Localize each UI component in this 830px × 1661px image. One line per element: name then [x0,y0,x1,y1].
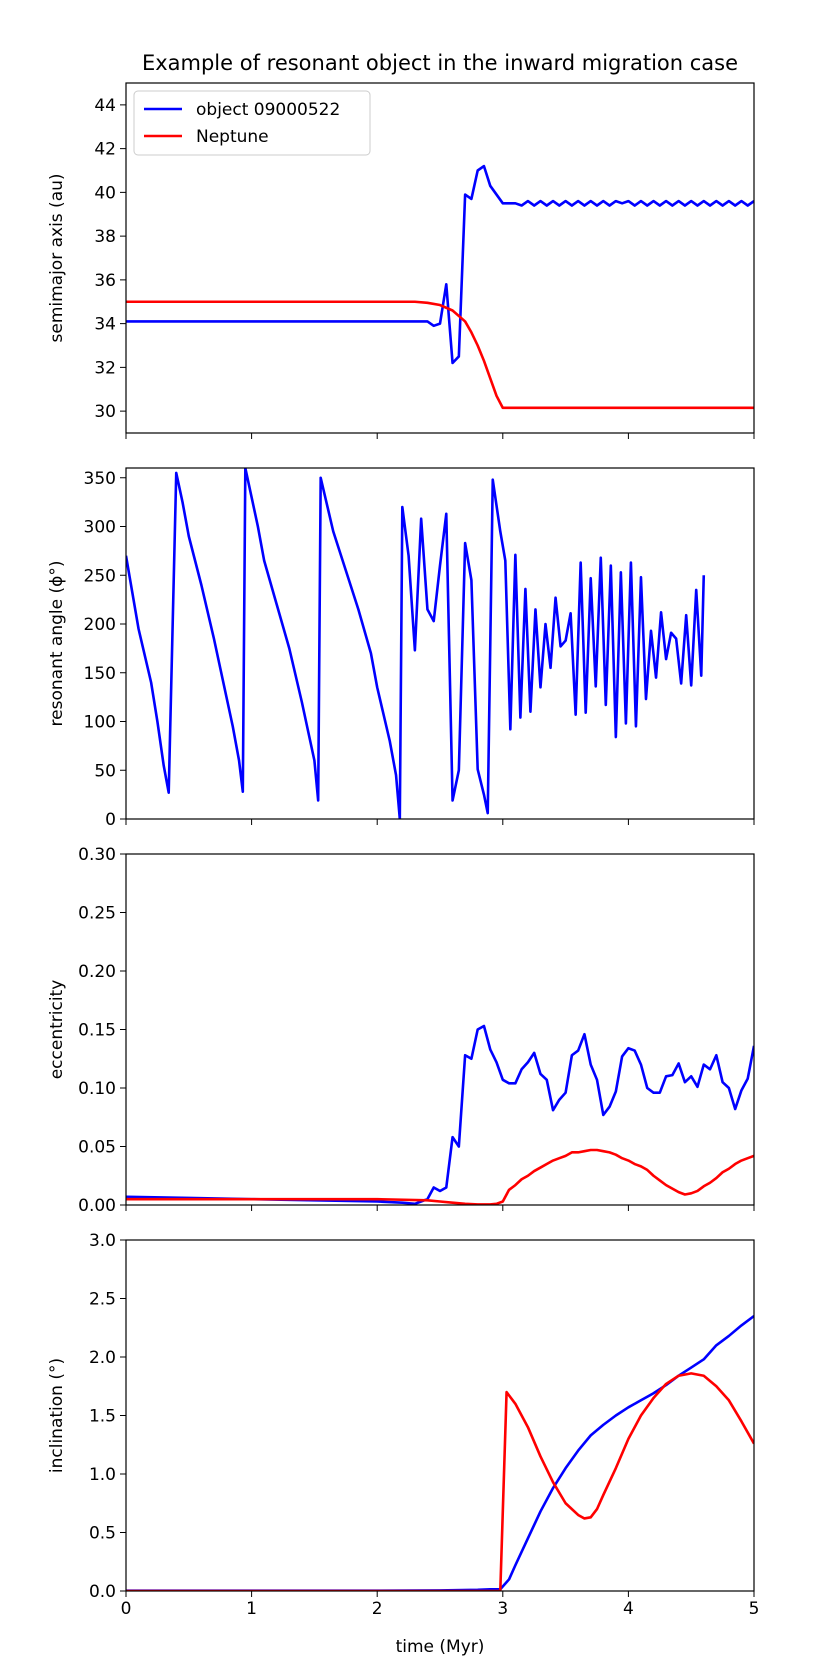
y-tick-label: 3.0 [89,1231,116,1251]
series-line-object [126,1315,754,1591]
y-tick-label: 2.5 [89,1290,116,1310]
y-tick-label: 0.25 [78,904,116,924]
eccentricity-panel: 0.00 0.05 0.10 0.15 0.20 0.25 0.30 eccentricity [47,845,755,1216]
y-tick-label: 0.05 [78,1138,116,1158]
y-tick-label: 300 [84,518,116,538]
plot-frame [125,82,755,434]
legend-label: object 09000522 [196,100,340,120]
y-tick-label: 350 [84,469,116,489]
y-tick-label: 250 [84,566,116,586]
legend-label: Neptune [196,127,269,147]
y-axis-label: inclination (°) [47,1358,67,1473]
plot-frame [125,853,755,1206]
series-line-object [126,1024,754,1205]
y-tick-label: 50 [94,761,116,781]
y-tick-label: 0.0 [89,1582,116,1602]
x-tick-label: 2 [372,1599,383,1619]
plot-frame [125,1239,755,1592]
series-line-object [126,164,754,365]
semimajor-axis-panel: 30 32 34 36 38 40 42 44 semimajor axis (au) [47,82,755,439]
y-tick-label: 1.5 [89,1407,116,1427]
figure-title: Example of resonant object in the inward… [142,51,738,75]
y-axis-label: resonant angle (ϕ°) [47,561,67,727]
y-tick-label: 150 [84,664,116,684]
inclination-panel: 0 1 2 3 4 5 0.0 0.5 1.0 1.5 2.0 2.5 3.0 inclination (… [47,1231,759,1619]
x-tick-label: 0 [121,1599,132,1619]
y-axis-label: eccentricity [47,980,67,1080]
legend-box [133,90,371,156]
y-tick-label: 42 [94,140,116,160]
y-tick-label: 2.0 [89,1348,116,1368]
resonant-angle-panel: 0 50 100 150 200 250 300 350 resonant angle (ϕ°) [47,467,755,830]
y-tick-label: 0.30 [78,845,116,865]
x-tick-label: 4 [623,1599,634,1619]
y-tick-label: 0.5 [89,1524,116,1544]
y-tick-label: 200 [84,615,116,635]
y-tick-label: 34 [94,315,116,335]
series-line-neptune [126,1148,754,1205]
y-tick-label: 44 [94,96,116,116]
series-line-neptune [126,300,754,410]
plot-frame [125,467,755,820]
y-tick-label: 36 [94,271,116,291]
y-tick-label: 0.20 [78,962,116,982]
x-tick-label: 3 [497,1599,508,1619]
legend: object 09000522 Neptune [133,90,371,156]
y-tick-label: 0.10 [78,1079,116,1099]
y-tick-label: 1.0 [89,1465,116,1485]
y-tick-label: 32 [94,358,116,378]
y-tick-label: 0.00 [78,1196,116,1216]
series-line-neptune [126,1372,754,1591]
y-tick-label: 38 [94,227,116,247]
y-axis-label: semimajor axis (au) [47,173,67,342]
y-tick-label: 30 [94,402,116,422]
x-tick-label: 1 [246,1599,257,1619]
y-tick-label: 0.15 [78,1021,116,1041]
y-tick-label: 0 [105,810,116,830]
y-tick-label: 100 [84,713,116,733]
y-tick-label: 40 [94,183,116,203]
series-line-object [126,468,706,819]
x-tick-label: 5 [749,1599,760,1619]
x-axis-label: time (Myr) [396,1637,485,1657]
